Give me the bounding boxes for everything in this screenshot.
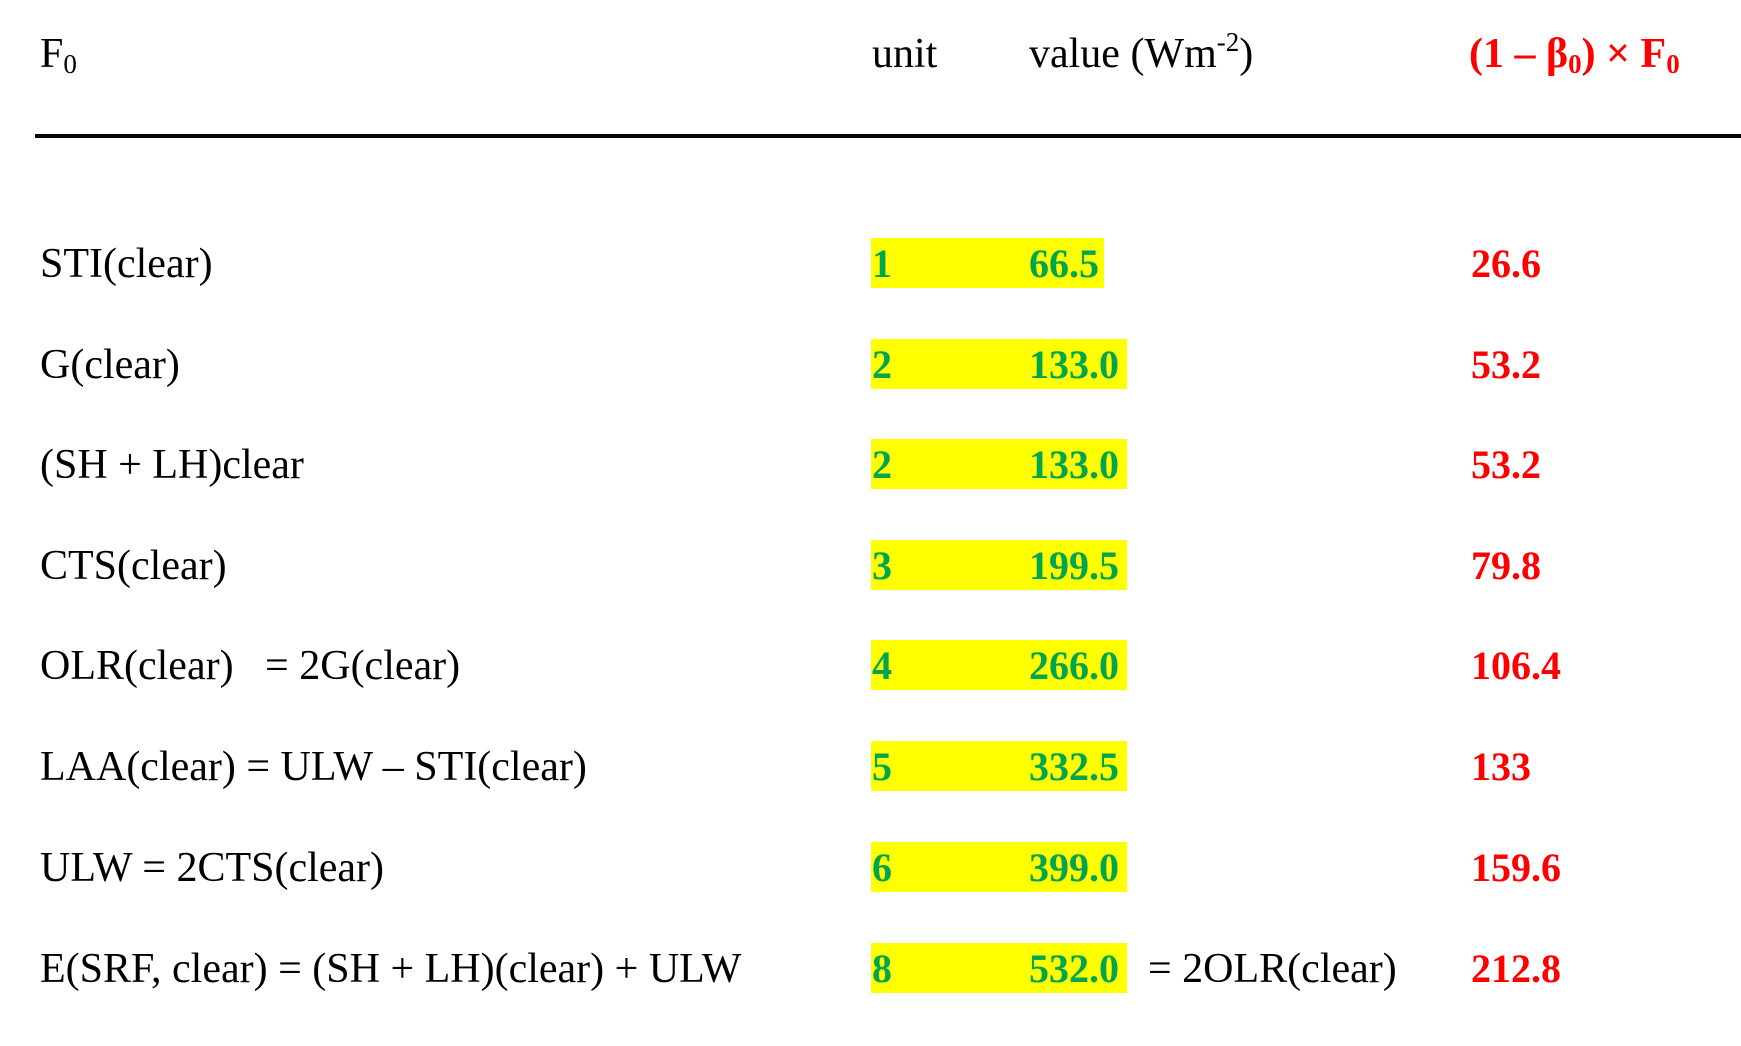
row-value: 66.5 bbox=[1029, 241, 1099, 286]
row-result: 79.8 bbox=[1471, 543, 1541, 588]
row-label: G(clear) bbox=[40, 342, 180, 388]
highlight-band bbox=[871, 842, 1127, 892]
row-label: CTS(clear) bbox=[40, 543, 227, 589]
row-label: OLR(clear) = 2G(clear) bbox=[40, 643, 461, 689]
row-result: 53.2 bbox=[1471, 342, 1541, 387]
highlight-band bbox=[871, 238, 1104, 288]
row-unit: 8 bbox=[872, 946, 892, 991]
row-result: 133 bbox=[1471, 744, 1531, 789]
highlight-band bbox=[871, 741, 1127, 791]
table-row: STI(clear) 1 66.5 26.6 bbox=[0, 236, 1741, 292]
row-value: 332.5 bbox=[1029, 744, 1119, 789]
row-result: 159.6 bbox=[1471, 845, 1561, 890]
highlight-band bbox=[871, 339, 1127, 389]
header-label-subscript: 0 bbox=[63, 49, 77, 79]
table-row: ULW = 2CTS(clear) 6 399.0 159.6 bbox=[0, 840, 1741, 896]
header-result-subscript-1: 0 bbox=[1568, 49, 1582, 79]
row-label: STI(clear) bbox=[40, 241, 213, 287]
header-value-suffix: ) bbox=[1239, 31, 1254, 77]
row-value: 199.5 bbox=[1029, 543, 1119, 588]
row-label: ULW = 2CTS(clear) bbox=[40, 845, 385, 891]
header-result: (1 – β0) × F0 bbox=[1469, 26, 1680, 82]
header-result-prefix: (1 – β bbox=[1469, 31, 1569, 77]
row-result: 212.8 bbox=[1471, 946, 1561, 991]
header-result-subscript-2: 0 bbox=[1666, 49, 1680, 79]
table-row: CTS(clear) 3 199.5 79.8 bbox=[0, 538, 1741, 594]
table-row: OLR(clear) = 2G(clear) 4 266.0 106.4 bbox=[0, 638, 1741, 694]
row-label: E(SRF, clear) = (SH + LH)(clear) + ULW bbox=[40, 946, 742, 992]
header-label: F0 bbox=[40, 26, 77, 82]
header-value: value (Wm-2) bbox=[1029, 26, 1253, 82]
row-value: 133.0 bbox=[1029, 342, 1119, 387]
row-result: 106.4 bbox=[1471, 643, 1561, 688]
row-unit: 6 bbox=[872, 845, 892, 890]
row-result: 26.6 bbox=[1471, 241, 1541, 286]
row-value: 532.0 bbox=[1029, 946, 1119, 991]
table-row: (SH + LH)clear 2 133.0 53.2 bbox=[0, 437, 1741, 493]
row-label: LAA(clear) = ULW – STI(clear) bbox=[40, 744, 587, 790]
header-value-exponent: -2 bbox=[1216, 27, 1240, 57]
highlight-band bbox=[871, 439, 1127, 489]
header-label-main: F bbox=[40, 31, 64, 77]
row-value: 399.0 bbox=[1029, 845, 1119, 890]
row-unit: 1 bbox=[872, 241, 892, 286]
row-result: 53.2 bbox=[1471, 442, 1541, 487]
row-unit: 5 bbox=[872, 744, 892, 789]
header-unit: unit bbox=[872, 31, 938, 77]
row-value: 266.0 bbox=[1029, 643, 1119, 688]
row-unit: 2 bbox=[872, 442, 892, 487]
highlight-band bbox=[871, 640, 1127, 690]
row-value: 133.0 bbox=[1029, 442, 1119, 487]
header-result-mid: ) × F bbox=[1581, 31, 1667, 77]
row-label: (SH + LH)clear bbox=[40, 442, 304, 488]
table-row: LAA(clear) = ULW – STI(clear) 5 332.5 133 bbox=[0, 739, 1741, 795]
header-value-prefix: value (Wm bbox=[1029, 31, 1217, 77]
row-unit: 3 bbox=[872, 543, 892, 588]
row-unit: 2 bbox=[872, 342, 892, 387]
header-rule bbox=[35, 134, 1741, 138]
row-unit: 4 bbox=[872, 643, 892, 688]
table-row: E(SRF, clear) = (SH + LH)(clear) + ULW 8 5… bbox=[0, 941, 1741, 997]
row-note: = 2OLR(clear) bbox=[1148, 946, 1397, 992]
table-row: G(clear) 2 133.0 53.2 bbox=[0, 337, 1741, 393]
highlight-band bbox=[871, 540, 1127, 590]
highlight-band bbox=[871, 943, 1127, 993]
